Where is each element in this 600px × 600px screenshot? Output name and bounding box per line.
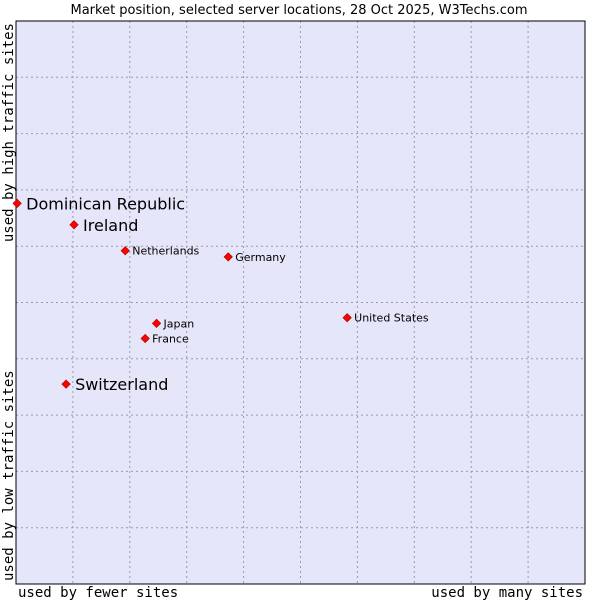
point-japan: Japan: [151, 317, 195, 330]
point-marker-switzerland: [61, 379, 71, 389]
x-axis-label-high: used by many sites: [431, 585, 583, 600]
point-label-france: France: [152, 333, 189, 346]
plot-frame: [15, 20, 586, 585]
point-marker-dominican-republic: [12, 198, 22, 209]
point-label-germany: Germany: [235, 251, 286, 264]
point-netherlands: Netherlands: [120, 245, 200, 258]
point-marker-france: [140, 333, 150, 344]
point-germany: Germany: [223, 251, 286, 264]
point-label-switzerland: Switzerland: [75, 375, 168, 394]
point-label-ireland: Ireland: [83, 216, 138, 235]
point-marker-united-states: [342, 313, 352, 323]
point-label-japan: Japan: [163, 317, 195, 330]
point-ireland: Ireland: [69, 216, 138, 235]
point-marker-netherlands: [120, 246, 130, 256]
point-label-netherlands: Netherlands: [132, 245, 199, 258]
x-axis-label-low: used by fewer sites: [18, 585, 178, 600]
grid-lines: [16, 21, 585, 584]
data-points: Dominican Republic Ireland Netherlands Germ…: [12, 194, 429, 394]
point-france: France: [140, 333, 189, 346]
chart-title: Market position, selected server locatio…: [70, 3, 527, 18]
point-dominican-republic: Dominican Republic: [12, 194, 185, 213]
y-axis-label-high: used by high traffic sites: [1, 23, 17, 242]
point-united-states: United States: [342, 312, 429, 325]
point-label-dominican-republic: Dominican Republic: [26, 194, 185, 213]
point-switzerland: Switzerland: [61, 375, 168, 394]
point-marker-ireland: [69, 220, 79, 230]
point-marker-germany: [223, 252, 233, 262]
y-axis-label-low: used by low traffic sites: [1, 370, 17, 581]
point-marker-japan: [151, 318, 162, 328]
point-label-united-states: United States: [354, 312, 429, 325]
